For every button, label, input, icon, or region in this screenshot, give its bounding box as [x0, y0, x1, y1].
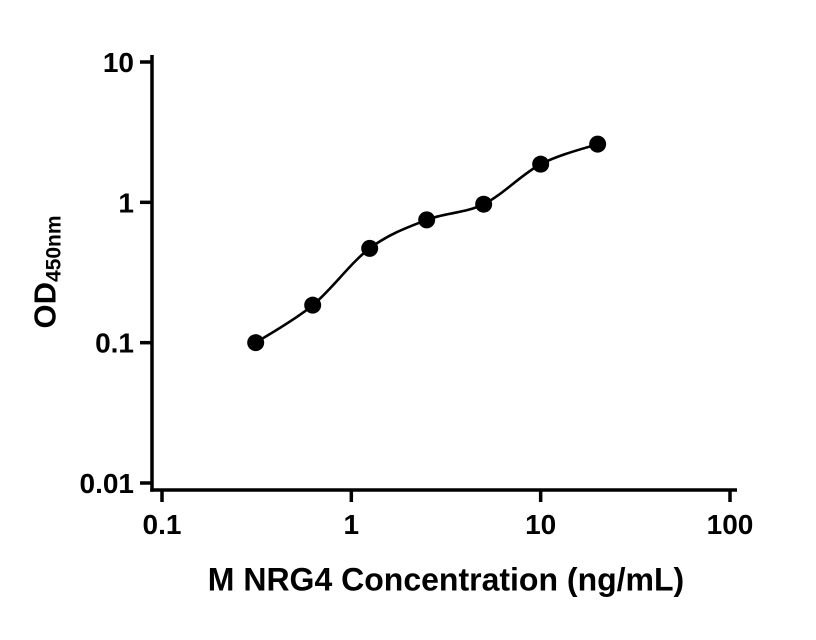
y-tick-label: 0.01 — [80, 468, 135, 499]
data-point-marker — [247, 334, 265, 352]
x-tick-label: 100 — [707, 509, 754, 540]
data-point-marker — [361, 239, 379, 257]
data-point-marker — [418, 211, 436, 229]
y-axis-title-main: OD — [27, 282, 63, 329]
y-tick-label: 1 — [118, 187, 134, 218]
data-point-marker — [589, 135, 607, 153]
x-axis-title: M NRG4 Concentration (ng/mL) — [207, 561, 685, 598]
x-tick-label: 0.1 — [143, 509, 182, 540]
data-point-marker — [475, 195, 493, 213]
x-tick-label: 1 — [344, 509, 360, 540]
x-tick-label: 10 — [525, 509, 556, 540]
y-tick-label: 10 — [103, 47, 134, 78]
y-axis-title: OD450nm — [28, 215, 67, 328]
y-tick-label: 0.1 — [95, 328, 134, 359]
data-point-marker — [532, 155, 550, 173]
fit-curve — [254, 142, 599, 344]
data-point-marker — [304, 296, 322, 314]
y-axis-title-subscript: 450nm — [42, 215, 66, 283]
